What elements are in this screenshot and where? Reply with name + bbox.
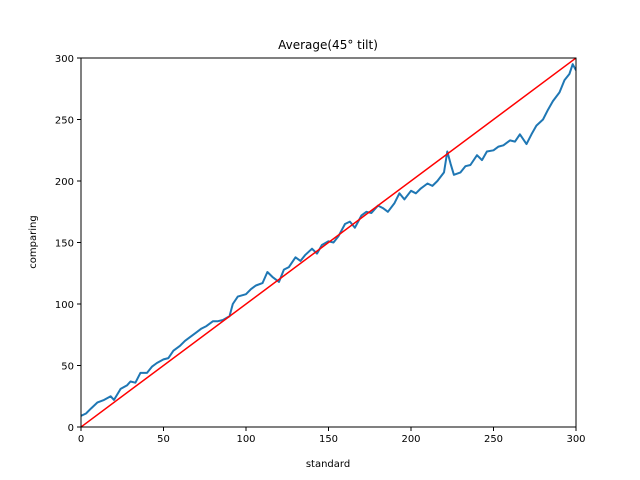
plot-frame — [80, 57, 577, 428]
y-tick-label: 50 — [61, 362, 74, 373]
y-tick-label: 250 — [55, 116, 74, 127]
series-line-comparing — [81, 63, 576, 417]
ticks-layer: 0 50 100 150 200 250 300 0 50 100 150 200 250 300 — [55, 54, 586, 445]
y-axis-label: comparing — [28, 215, 39, 268]
x-tick-label: 250 — [484, 434, 503, 445]
y-tick-label: 200 — [55, 177, 74, 188]
chart-title: Average(45° tilt) — [278, 38, 378, 52]
y-tick-label: 100 — [55, 300, 74, 311]
reference-line-45deg — [81, 58, 576, 427]
x-tick-label: 50 — [157, 434, 170, 445]
x-tick-label: 100 — [236, 434, 255, 445]
y-tick-label: 300 — [55, 54, 74, 65]
x-axis-label: standard — [306, 459, 350, 470]
y-tick-label: 0 — [68, 423, 74, 434]
y-tick-label: 150 — [55, 239, 74, 250]
x-tick-label: 300 — [566, 434, 585, 445]
x-tick-label: 200 — [401, 434, 420, 445]
series-layer — [81, 58, 576, 427]
x-tick-label: 0 — [78, 434, 84, 445]
x-tick-label: 150 — [319, 434, 338, 445]
